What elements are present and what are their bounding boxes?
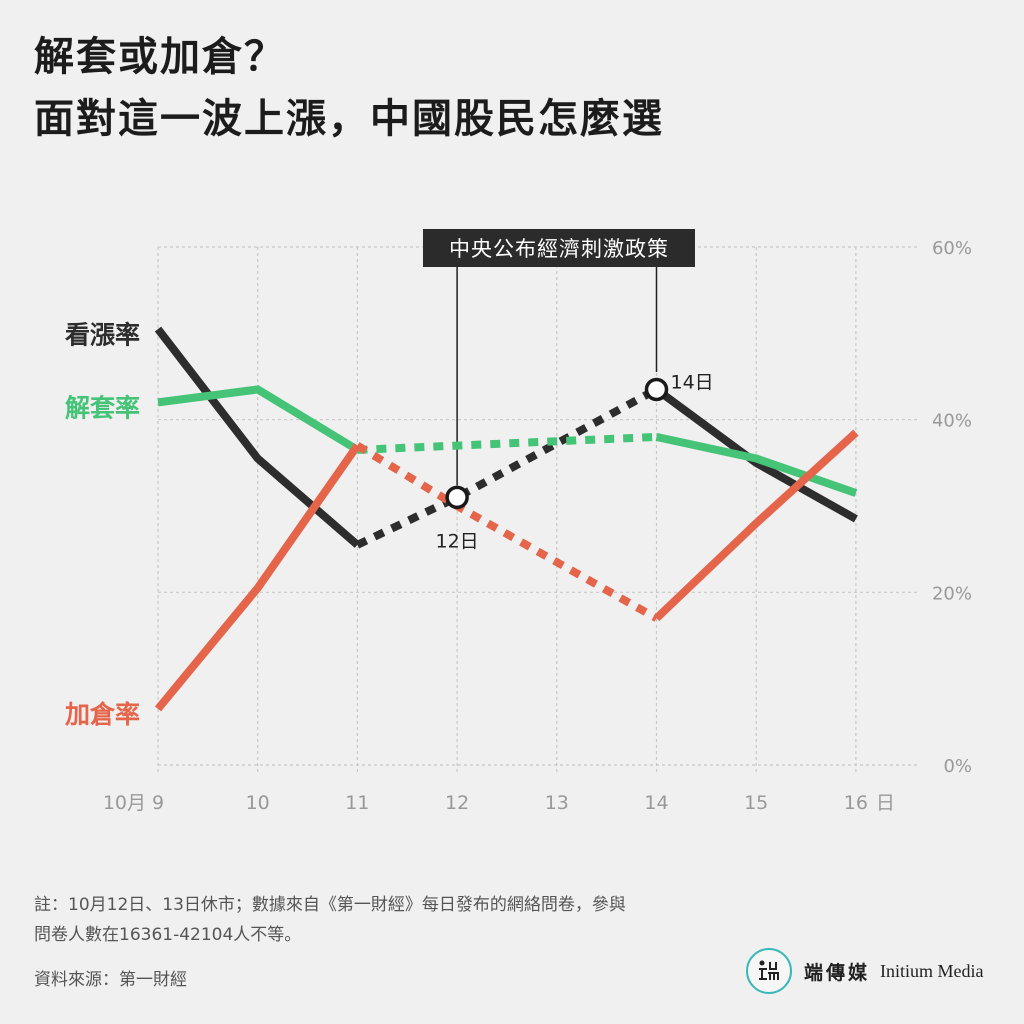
footnote-line-2: 問卷人數在16361-42104人不等。	[34, 925, 302, 945]
series-label: 加倉率	[64, 700, 140, 729]
x-tick-label: 9	[152, 792, 164, 814]
footnote-line-1: 註：10月12日、13日休市；數據來自《第一財經》每日發布的網絡問卷，參與	[34, 895, 626, 915]
series-line-dashed-看漲率	[355, 385, 659, 549]
x-unit-suffix: 日	[876, 792, 895, 814]
y-tick-label: 0%	[943, 756, 972, 777]
series-label: 看漲率	[65, 320, 140, 349]
y-tick-label: 60%	[932, 238, 972, 259]
brand-logo: 端傳媒 Initium Media	[746, 948, 984, 994]
x-tick-label: 10	[246, 792, 270, 814]
series-label: 解套率	[65, 394, 140, 423]
data-point-marker	[445, 485, 469, 510]
logo-chinese-name: 端傳媒	[804, 961, 871, 984]
logo-english-name: Initium Media	[880, 960, 984, 981]
footnote: 註：10月12日、13日休市；數據來自《第一財經》每日發布的網絡問卷，參與 問卷…	[34, 890, 626, 950]
x-tick-label: 13	[545, 792, 569, 814]
y-tick-label: 40%	[932, 411, 972, 432]
data-point-marker	[644, 377, 669, 402]
x-tick-label: 16	[844, 792, 868, 814]
annotation-box	[423, 229, 695, 267]
series-line-solid2-解套率	[655, 433, 858, 497]
x-tick-label: 12	[445, 792, 469, 814]
y-tick-label: 20%	[932, 583, 972, 604]
title-line-2: 面對這一波上漲，中國股民怎麼選	[34, 96, 664, 142]
annotation-label: 中央公布經濟刺激政策	[449, 237, 669, 261]
logo-mark-icon	[746, 948, 792, 994]
x-tick-label: 14	[644, 792, 668, 814]
series-line-solid-解套率	[157, 385, 360, 454]
series-line-solid2-加倉率	[653, 429, 859, 622]
source-text: 資料來源：第一財經	[34, 970, 187, 990]
title-line-1: 解套或加倉？	[34, 34, 286, 80]
series-line-solid2-看漲率	[654, 386, 858, 523]
series-line-solid-看漲率	[154, 326, 361, 548]
x-unit-prefix: 10月	[103, 792, 146, 814]
marker-label-12: 12日	[436, 530, 479, 552]
series-line-solid-加倉率	[154, 443, 361, 712]
x-tick-label: 15	[744, 792, 768, 814]
x-tick-label: 11	[345, 792, 369, 814]
marker-label-14: 14日	[671, 371, 714, 393]
chart-title: 解套或加倉？ 面對這一波上漲，中國股民怎麼選	[34, 26, 664, 150]
series-line-dashed-解套率	[357, 432, 657, 454]
